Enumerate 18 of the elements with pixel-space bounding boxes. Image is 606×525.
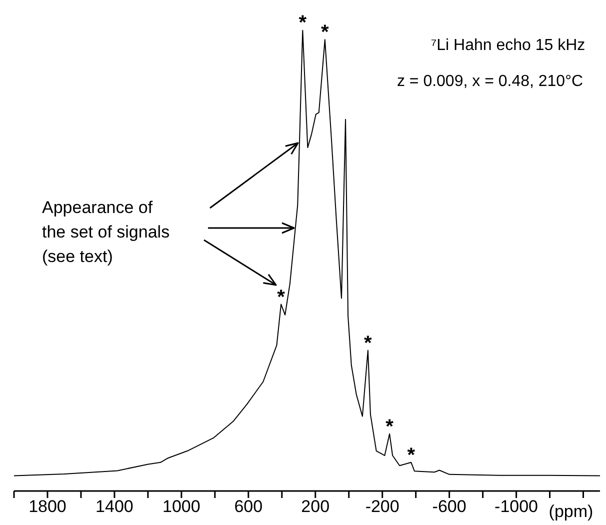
annotation: * (364, 332, 372, 354)
annotation: * (407, 444, 416, 466)
x-tick-label: 1000 (162, 497, 200, 516)
x-tick-label: 600 (234, 497, 263, 516)
x-tick-label: -1000 (494, 497, 538, 516)
annotation: * (277, 286, 286, 308)
annotation: * (321, 22, 330, 44)
x-tick-label: 200 (301, 497, 330, 516)
x-tick-label: -200 (365, 497, 400, 516)
x-tick-label: 1400 (96, 497, 134, 516)
x-tick-label: -600 (432, 497, 466, 516)
annotation: * (298, 12, 307, 34)
annotation: * (386, 416, 394, 438)
x-axis-title: (ppm) (548, 502, 594, 521)
annotation: Appearance of the set of signals (see text) (42, 198, 170, 266)
x-tick-label: 1800 (28, 497, 66, 516)
annotation: ⁷Li Hahn echo 15 kHz (430, 37, 586, 54)
annotation: z = 0.009, x = 0.48, 210°C (396, 73, 584, 90)
